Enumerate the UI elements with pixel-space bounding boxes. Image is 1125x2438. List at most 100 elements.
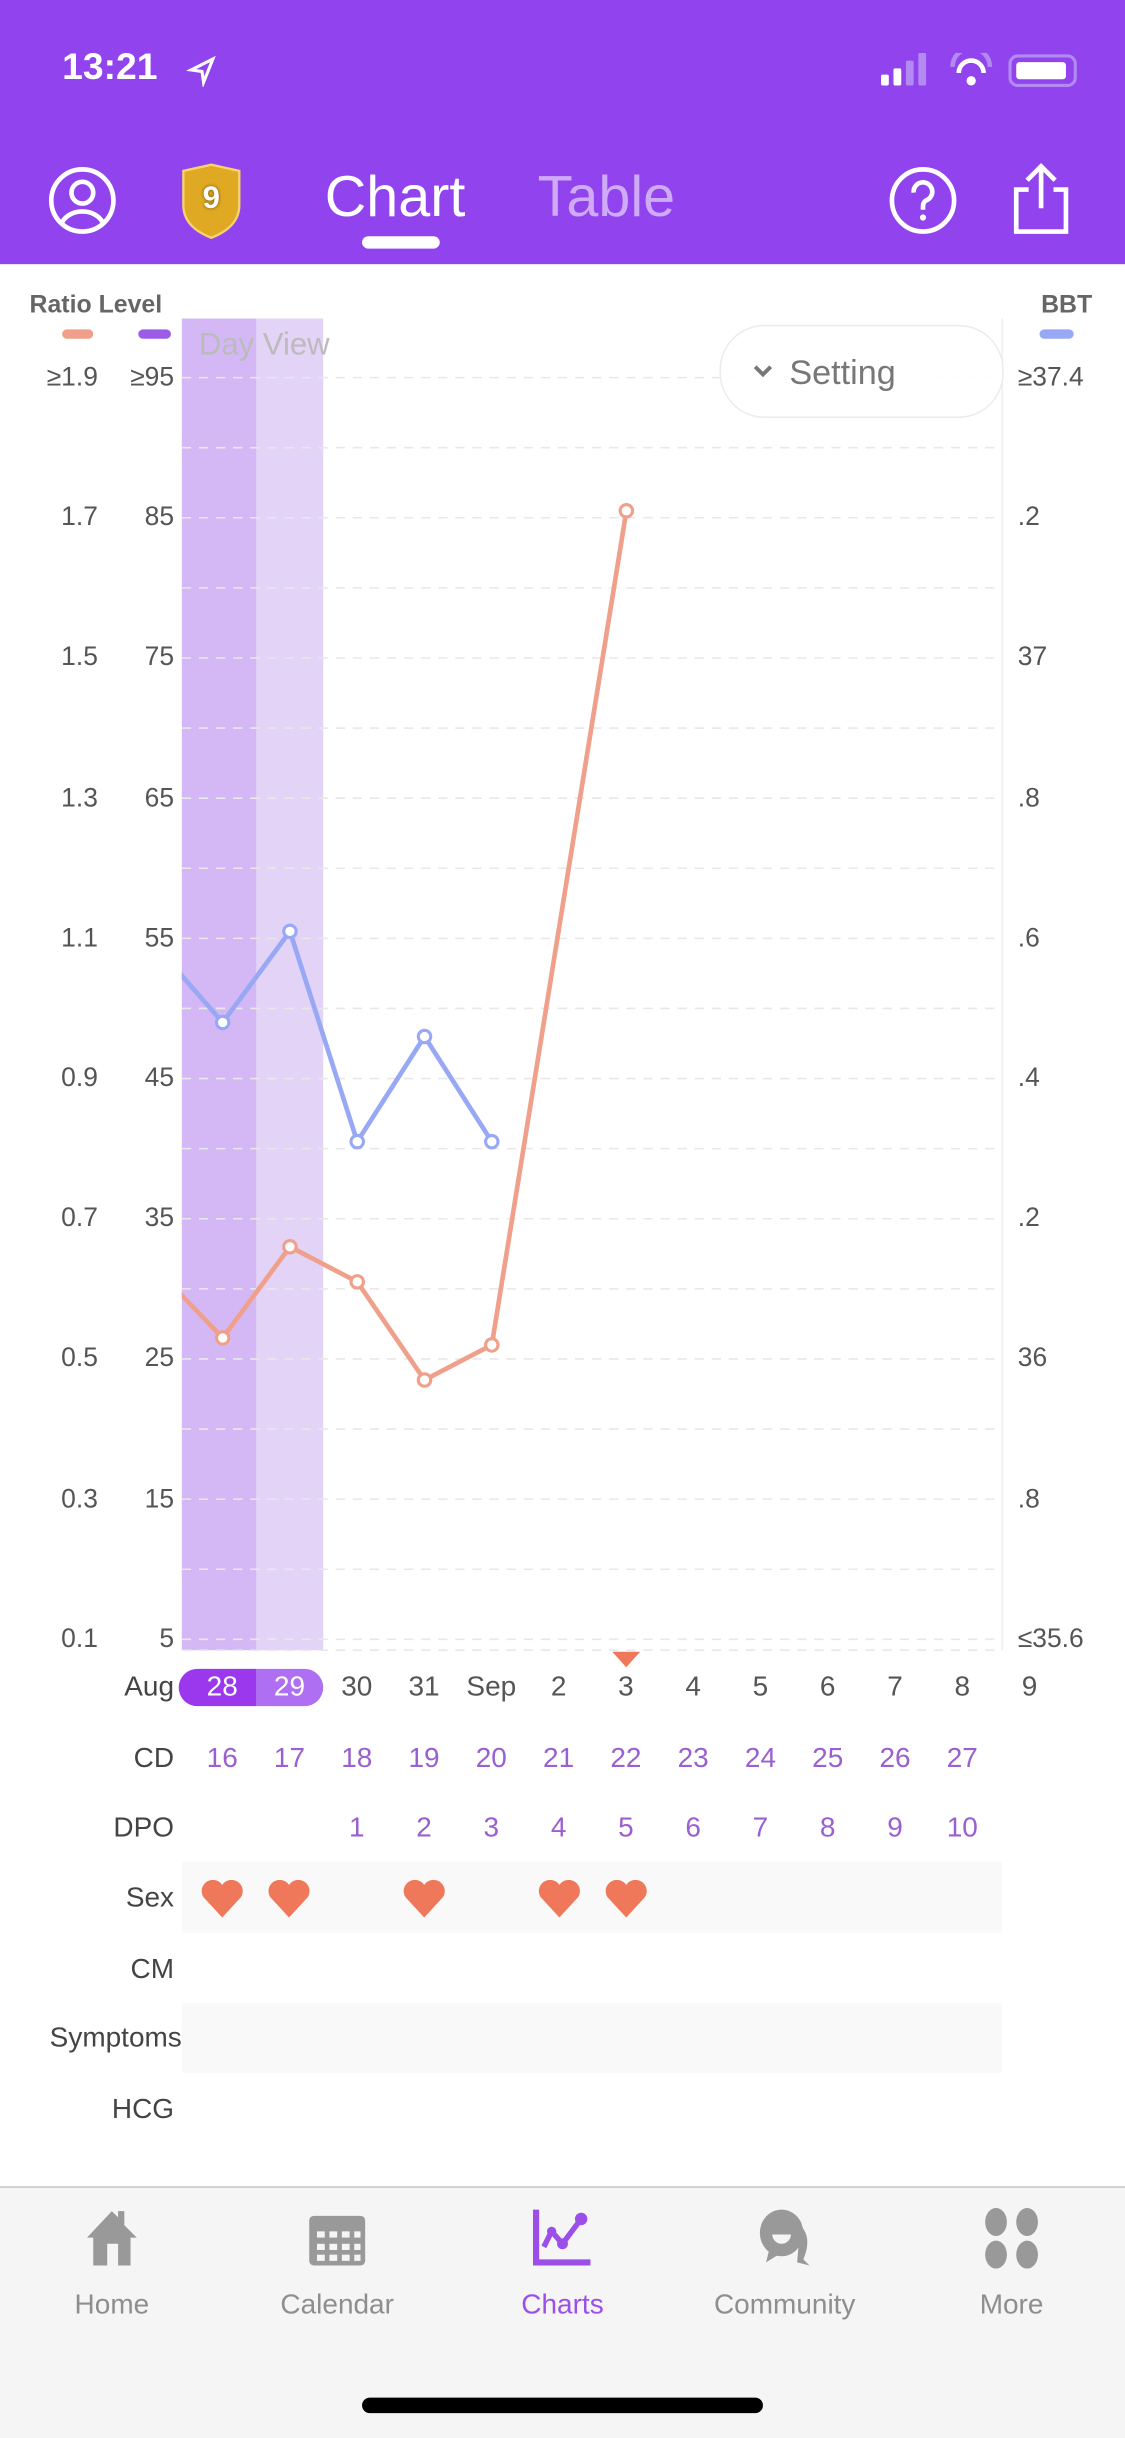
top-bar: 13:21 9 Chart Table [0,0,1125,265]
level-tick-label: 75 [144,642,175,672]
date-cell[interactable]: 7 [887,1670,903,1702]
cycle-day-cell: 16 [206,1741,238,1773]
heart-icon [268,1879,311,1918]
date-cell[interactable]: 3 [618,1670,634,1702]
symptoms-row-band [181,2002,1003,2073]
level-tick-label: 25 [144,1343,175,1373]
date-cell[interactable]: Sep [466,1670,517,1702]
today-marker-icon [612,1651,641,1668]
bbt-point[interactable] [282,923,298,940]
ratio-point[interactable] [484,1337,500,1353]
nav-more[interactable]: More [926,2206,1097,2321]
sex-row-band [181,1861,1003,1934]
dpo-cell: 10 [946,1811,978,1843]
level-tick-label: 65 [144,782,175,813]
bbt-line [181,926,494,1148]
date-cell[interactable]: 9 [1021,1670,1038,1702]
tab-chart[interactable]: Chart [324,164,466,229]
share-icon[interactable] [1007,162,1075,237]
help-icon[interactable] [887,165,958,236]
chevron-down-icon [753,365,773,378]
ratio-tick-label: 1.5 [61,642,98,672]
ratio-tick-label: 0.9 [61,1062,98,1093]
date-cell[interactable]: 8 [954,1670,971,1702]
level-tick-label: 55 [144,922,175,953]
dpo-cell: 9 [887,1811,903,1843]
profile-icon[interactable] [47,165,118,236]
bbt-tick-label: 37 [1017,642,1048,672]
cycle-day-cell: 20 [475,1741,507,1773]
bbt-point[interactable] [416,1028,433,1045]
ratio-tick-label: 1.7 [61,502,98,532]
location-arrow-icon [186,55,216,88]
status-time: 13:21 [62,46,158,89]
level-tick-label: 5 [159,1623,175,1654]
dpo-cell: 4 [550,1811,567,1843]
cd-label: CD [133,1741,175,1773]
dpo-cell: 1 [348,1811,365,1843]
day-view-label: Day View [198,327,330,363]
dpo-cell: 7 [752,1811,769,1843]
ratio-point[interactable] [282,1239,298,1255]
level-tick-label: ≥95 [130,362,175,392]
dpo-label: DPO [113,1811,175,1843]
cycle-day-cell: 24 [744,1741,777,1773]
setting-button[interactable]: Setting [719,324,1004,418]
ratio-tick-label: 1.1 [61,922,98,953]
tab-table[interactable]: Table [537,164,676,229]
date-cell[interactable]: 29 [273,1670,306,1702]
date-cell[interactable]: 5 [752,1670,769,1702]
active-tab-indicator [362,236,440,249]
nav-community[interactable]: Community [699,2206,870,2321]
ratio-tick-label: 1.3 [61,782,98,813]
cm-label: CM [130,1953,175,1985]
heart-icon [605,1879,647,1918]
date-cell[interactable]: 6 [819,1670,836,1702]
ratio-tick-label: 0.5 [61,1343,98,1373]
bbt-point[interactable] [484,1133,500,1150]
bbt-tick-label: .6 [1017,922,1040,953]
dpo-cell: 6 [685,1811,701,1843]
nav-charts[interactable]: Charts [477,2206,648,2321]
ratio-point[interactable] [149,1262,161,1274]
heart-icon [201,1879,243,1918]
level-tick-label: 45 [144,1062,175,1093]
cycle-day-cell: 19 [408,1741,440,1773]
date-cell[interactable]: 2 [550,1670,567,1702]
bbt-tick-label: ≥37.4 [1017,362,1084,392]
ratio-point[interactable] [618,503,635,519]
bbt-tick-label: .8 [1017,782,1040,813]
date-cell[interactable]: 4 [685,1670,701,1702]
charts-icon [532,2209,591,2266]
cycle-day-cell: 23 [677,1741,709,1773]
level-badge[interactable]: 9 [177,162,245,240]
bbt-point[interactable] [349,1133,366,1150]
date-cell[interactable]: 30 [341,1670,373,1702]
nav-home[interactable]: Home [26,2206,197,2321]
bbt-tick-label: 36 [1017,1343,1048,1373]
shield-badge-icon [182,163,241,239]
community-icon [759,2209,810,2266]
heart-icon [538,1879,580,1918]
nav-calendar[interactable]: Calendar [252,2206,423,2321]
ratio-tick-label: 0.7 [61,1202,98,1233]
ratio-point[interactable] [214,1330,231,1346]
bbt-point[interactable] [214,1014,231,1031]
ratio-legend-swatch [62,329,94,339]
level-tick-label: 85 [144,502,175,532]
home-icon [87,2211,137,2266]
bbt-legend-swatch [1039,329,1074,339]
bbt-tick-label: .8 [1017,1483,1040,1513]
date-cell[interactable]: 28 [206,1670,238,1702]
chart-canvas[interactable] [0,0,1125,1678]
dpo-cell: 2 [416,1811,432,1843]
level-legend-swatch [138,329,171,339]
ratio-tick-label: 0.3 [61,1483,98,1513]
cycle-day-cell: 22 [610,1741,642,1773]
calendar-icon [309,2215,366,2266]
ratio-point[interactable] [416,1372,433,1388]
date-cell[interactable]: 31 [408,1670,440,1702]
right-axis-title: BBT [1041,292,1093,319]
ratio-point[interactable] [349,1274,366,1290]
